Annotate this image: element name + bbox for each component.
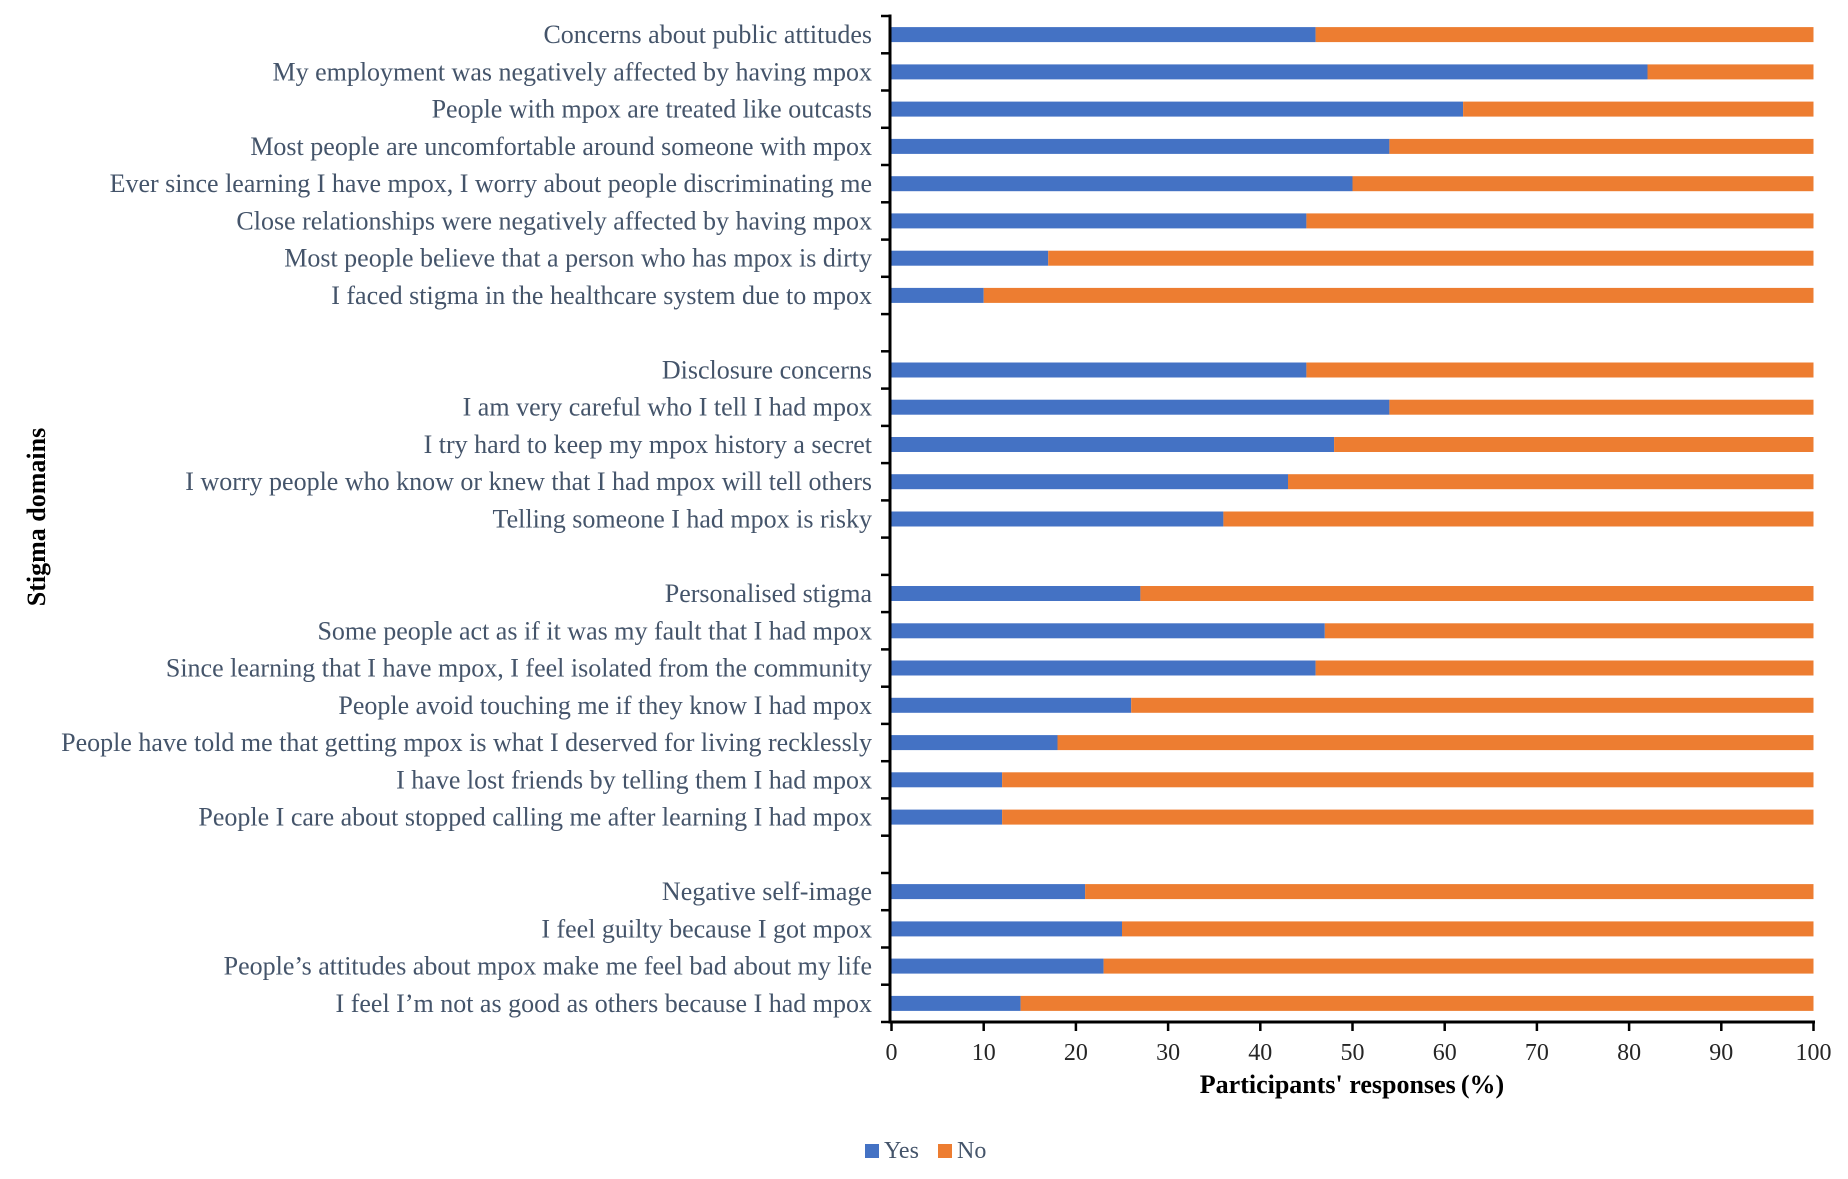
svg-text:I faced stigma in the healthca: I faced stigma in the healthcare system …: [331, 281, 872, 310]
svg-text:Since learning that I have mpo: Since learning that I have mpox, I feel …: [166, 654, 872, 683]
svg-text:70: 70: [1525, 1040, 1549, 1066]
svg-text:80: 80: [1617, 1040, 1641, 1066]
svg-text:Personalised stigma: Personalised stigma: [665, 579, 873, 608]
svg-text:I feel I’m not as good as othe: I feel I’m not as good as others because…: [336, 989, 872, 1018]
svg-text:Most people are uncomfortable: Most people are uncomfortable around som…: [250, 132, 872, 161]
svg-text:I worry people who know or kne: I worry people who know or knew that I h…: [185, 467, 872, 496]
svg-text:Ever since learning I have mpo: Ever since learning I have mpox, I worry…: [110, 169, 872, 198]
svg-text:Telling someone I had mpox is: Telling someone I had mpox is risky: [493, 505, 872, 534]
svg-text:60: 60: [1433, 1040, 1457, 1066]
svg-text:People avoid touching me if th: People avoid touching me if they know I …: [338, 691, 872, 720]
svg-text:People with mpox are treated l: People with mpox are treated like outcas…: [432, 95, 872, 124]
svg-text:100: 100: [1796, 1040, 1832, 1066]
svg-text:Some people act as if it was m: Some people act as if it was my fault th…: [317, 616, 872, 645]
svg-text:50: 50: [1341, 1040, 1365, 1066]
svg-text:My employment was negatively a: My employment was negatively affected by…: [272, 57, 872, 86]
svg-text:Negative self-image: Negative self-image: [662, 877, 872, 906]
svg-text:Close relationships were negat: Close relationships were negatively affe…: [236, 206, 872, 235]
svg-text:People have told me that getti: People have told me that getting mpox is…: [61, 728, 872, 757]
svg-text:No: No: [957, 1138, 986, 1164]
svg-text:10: 10: [972, 1040, 996, 1066]
svg-text:Yes: Yes: [884, 1138, 919, 1164]
svg-text:I have lost friends by telling: I have lost friends by telling them I ha…: [396, 765, 872, 794]
svg-text:90: 90: [1709, 1040, 1733, 1066]
svg-text:Concerns about public attitude: Concerns about public attitudes: [543, 20, 872, 49]
svg-text:Participants' responses (%): Participants' responses (%): [1200, 1070, 1504, 1099]
svg-text:I try hard to keep my mpox his: I try hard to keep my mpox history a sec…: [424, 430, 873, 459]
svg-text:People’s attitudes about mpox: People’s attitudes about mpox make me fe…: [224, 952, 872, 981]
svg-text:Stigma domains: Stigma domains: [22, 428, 51, 606]
svg-text:0: 0: [886, 1040, 898, 1066]
svg-text:40: 40: [1248, 1040, 1272, 1066]
svg-text:People I care about stopped ca: People I care about stopped calling me a…: [198, 803, 872, 832]
svg-text:Most people believe that a per: Most people believe that a person who ha…: [284, 244, 872, 273]
svg-text:I feel guilty because I got mp: I feel guilty because I got mpox: [541, 914, 872, 943]
svg-text:Disclosure concerns: Disclosure concerns: [662, 356, 872, 385]
svg-text:20: 20: [1064, 1040, 1088, 1066]
svg-text:I am very careful who I tell I: I am very careful who I tell I had mpox: [463, 393, 872, 422]
svg-text:30: 30: [1156, 1040, 1180, 1066]
